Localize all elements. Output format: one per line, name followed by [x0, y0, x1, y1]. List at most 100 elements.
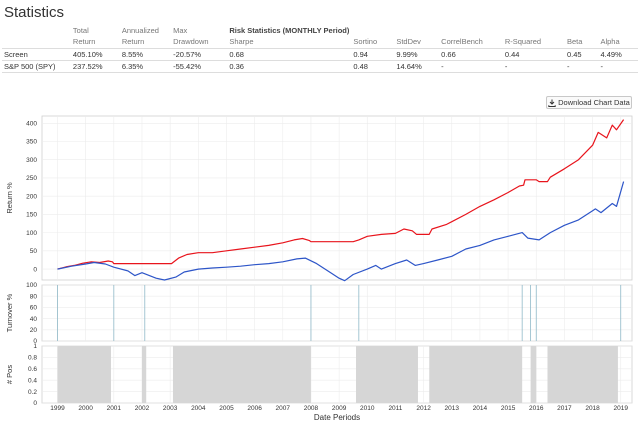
download-button-label: Download Chart Data: [558, 98, 630, 107]
y-tick-label: 100: [26, 230, 37, 237]
y-tick-label: 0: [33, 338, 37, 345]
x-axis-label: Date Periods: [314, 413, 360, 422]
column-header: [2, 36, 71, 48]
table-cell: -: [439, 59, 503, 73]
performance-chart: 0 50 100 150 200 250 300 350 400 Return % 0 20 40 60 8…: [5, 115, 633, 422]
y-tick-label: 100: [26, 282, 37, 289]
position-bar: [429, 346, 523, 403]
y-tick-label: 0: [33, 400, 37, 407]
column-header-top: [439, 24, 503, 36]
table-cell: 0.66: [439, 47, 503, 60]
table-cell: -: [564, 59, 599, 73]
table-cell: -20.57%: [171, 47, 228, 60]
column-header: CorrelBench: [441, 37, 483, 47]
table-cell: 9.99%: [394, 47, 440, 60]
column-header: Beta: [566, 37, 583, 47]
position-bar: [141, 346, 147, 403]
table-header-row-bottom: Return Return Drawdown Sharpe Sortino StdDev C…: [2, 36, 638, 48]
y-tick-label: 200: [26, 193, 37, 200]
x-tick-label: 2005: [219, 405, 234, 412]
table-row: Screen 405.10% 8.55% -20.57% 0.68 0.94 9.99% 0.…: [2, 47, 638, 60]
turnover-panel-frame: [41, 284, 633, 342]
x-tick-label: 2014: [473, 405, 488, 412]
pos-panel-frame: [41, 345, 633, 404]
y-tick-label: 250: [26, 175, 37, 182]
y-tick-label: 80: [30, 293, 38, 300]
column-header: R-Squared: [504, 37, 542, 47]
position-bar: [356, 346, 418, 403]
table-cell: 0.48: [351, 59, 395, 73]
x-tick-label: 2009: [332, 405, 347, 412]
screen-series-line: [57, 119, 625, 270]
position-bar: [172, 346, 311, 403]
download-icon: [548, 99, 556, 107]
table-cell: 0.94: [351, 47, 395, 60]
risk-statistics-header: Risk Statistics (MONTHLY Period): [229, 25, 350, 35]
x-tick-label: 2003: [163, 405, 178, 412]
y-tick-label: 50: [30, 248, 38, 255]
x-tick-label: 2006: [247, 405, 262, 412]
y-tick-label: 60: [30, 305, 38, 312]
return-panel-frame: [41, 115, 633, 281]
table-row: S&P 500 (SPY) 237.52% 6.35% -55.42% 0.36 0.48…: [2, 59, 638, 73]
table-cell: 8.55%: [119, 47, 172, 60]
position-bar: [57, 346, 111, 403]
y-tick-label: 20: [30, 327, 38, 334]
row-label: S&P 500 (SPY): [2, 59, 71, 73]
download-chart-data-button[interactable]: Download Chart Data: [546, 96, 632, 109]
x-tick-label: 2013: [445, 405, 460, 412]
x-tick-label: 2018: [585, 405, 600, 412]
x-tick-label: 2001: [107, 405, 122, 412]
table-cell: 0.44: [502, 47, 565, 60]
column-header-top: Annualized: [121, 25, 159, 35]
column-header-top: Total: [72, 25, 89, 35]
x-tick-label: 2015: [501, 405, 516, 412]
x-tick-label: 2008: [304, 405, 319, 412]
y-tick-label: 0.8: [28, 355, 37, 362]
y-tick-label: 150: [26, 212, 37, 219]
table-header-row-top: Total Annualized Max Risk Statistics (MONTH…: [2, 24, 638, 36]
return-panel-ylabel: Return %: [5, 182, 14, 214]
table-cell: -: [502, 59, 565, 73]
column-header: StdDev: [396, 37, 421, 47]
table-cell: 0.45: [564, 47, 599, 60]
table-cell: 405.10%: [70, 47, 120, 60]
column-header-top: [2, 24, 71, 36]
y-tick-label: 0.2: [28, 389, 37, 396]
table-cell: -: [598, 59, 638, 73]
y-tick-label: 0: [33, 266, 37, 273]
x-tick-label: 2011: [388, 405, 402, 412]
x-tick-label: 2012: [416, 405, 431, 412]
table-cell: 237.52%: [70, 59, 120, 73]
y-tick-label: 400: [26, 120, 37, 127]
column-header-top: [598, 24, 638, 36]
table-cell: 4.49%: [598, 47, 638, 60]
column-header: Return: [72, 37, 96, 47]
y-tick-label: 0.6: [28, 366, 37, 373]
y-tick-label: 0.4: [28, 377, 37, 384]
table-cell: 14.64%: [394, 59, 440, 73]
x-tick-label: 2002: [135, 405, 150, 412]
column-header: Sharpe: [229, 37, 254, 47]
column-header-top: [394, 24, 439, 36]
y-tick-label: 300: [26, 157, 37, 164]
column-header: Return: [121, 37, 145, 47]
y-tick-label: 40: [30, 316, 38, 323]
table-cell: -55.42%: [171, 59, 228, 73]
x-tick-label: 2019: [614, 405, 629, 412]
x-tick-label: 2000: [78, 405, 93, 412]
turnover-panel-ylabel: Turnover %: [5, 293, 14, 332]
column-header-top: Max: [173, 25, 188, 35]
page-title: Statistics: [4, 4, 65, 21]
row-label: Screen: [2, 47, 71, 60]
pos-panel-ylabel: # Pos: [5, 365, 14, 384]
spy-series-line: [57, 181, 625, 282]
x-tick-label: 2007: [276, 405, 291, 412]
x-tick-label: 2016: [529, 405, 544, 412]
table-cell: 0.68: [227, 47, 352, 60]
x-tick-label: 1999: [50, 405, 65, 412]
y-tick-label: 350: [26, 139, 37, 146]
table-cell: 6.35%: [119, 59, 172, 73]
column-header-top: [503, 24, 565, 36]
column-header-top: [351, 24, 394, 36]
